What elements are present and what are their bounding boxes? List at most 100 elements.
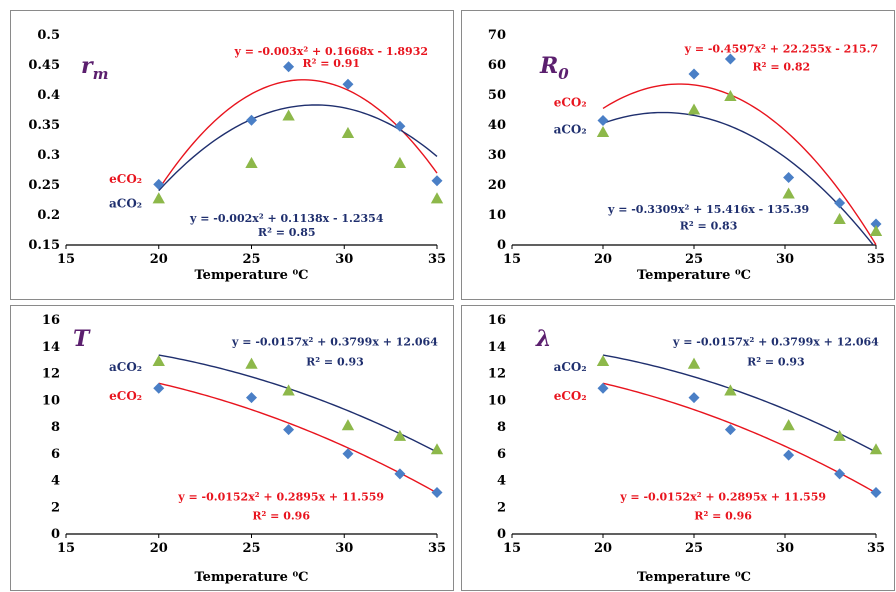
- y-tick-label: 0.45: [28, 58, 60, 73]
- trendline-eco2: [158, 79, 438, 190]
- y-tick-label: 0.5: [37, 28, 60, 43]
- y-tick-label: 4: [497, 474, 506, 489]
- x-tick-label: 20: [594, 541, 612, 556]
- y-tick-label: 60: [488, 58, 506, 73]
- data-point-triangle: [341, 419, 355, 431]
- series-label-aco2: aCO₂: [109, 197, 142, 211]
- x-tick-label: 20: [150, 252, 168, 267]
- x-tick-label: 35: [867, 252, 885, 267]
- series-label-aco2: aCO₂: [109, 360, 142, 374]
- data-point-triangle: [152, 192, 165, 204]
- data-point-triangle: [596, 354, 610, 367]
- y-tick-label: 0: [497, 238, 506, 253]
- chart-svg: 0 10 20 30 40 50 60 70 15 20 25 30 35 Temperature ⁰C R…: [488, 28, 885, 283]
- data-point-triangle: [833, 429, 846, 441]
- series-label-eco2: eCO₂: [109, 172, 142, 186]
- y-tick-label: 0: [497, 527, 506, 542]
- x-tick-label: 30: [335, 252, 353, 267]
- trendline-eco2: [158, 382, 438, 494]
- data-point-diamond: [724, 424, 736, 436]
- data-point-diamond: [597, 115, 609, 126]
- data-point-diamond: [283, 424, 295, 436]
- data-point-diamond: [834, 468, 846, 480]
- data-point-triangle: [245, 156, 258, 168]
- r-squared: R² = 0.83: [680, 220, 738, 233]
- series-label-eco2: eCO₂: [109, 389, 142, 403]
- y-tick-label: 0.2: [37, 208, 60, 223]
- trendline-eco2: [602, 382, 877, 494]
- trendline-aco2: [602, 354, 877, 453]
- r-squared: R² = 0.96: [694, 509, 752, 522]
- y-tick-label: 10: [488, 393, 506, 408]
- chart-panel-rm: 0.15 0.2 0.25 0.3 0.35 0.4 0.45 0.5 15 20 25 30 35 Te…: [10, 10, 454, 300]
- fit-equation: y = -0.0152x² + 0.2895x + 11.559: [619, 491, 826, 504]
- trendline-aco2: [158, 354, 438, 453]
- data-point-triangle: [833, 213, 846, 225]
- data-point-triangle: [282, 384, 295, 396]
- panel-label: R0: [539, 53, 569, 83]
- series-label-eco2: eCO₂: [554, 389, 587, 403]
- y-tick-label: 2: [51, 500, 60, 515]
- data-point-diamond: [431, 175, 443, 187]
- data-point-triangle: [687, 357, 701, 369]
- y-tick-label: 10: [42, 393, 60, 408]
- data-point-triangle: [430, 192, 444, 204]
- x-tick-label: 15: [503, 541, 521, 556]
- data-point-diamond: [688, 392, 700, 404]
- data-point-diamond: [246, 392, 257, 404]
- data-point-diamond: [688, 68, 700, 80]
- fit-equation: y = -0.0157x² + 0.3799x + 12.064: [672, 335, 879, 348]
- y-tick-label: 14: [42, 340, 60, 355]
- data-point-diamond: [834, 197, 846, 209]
- y-tick-label: 10: [488, 208, 506, 223]
- fit-equation: y = -0.3309x² + 15.416x - 135.39: [607, 203, 809, 216]
- x-tick-label: 25: [242, 541, 260, 556]
- data-point-diamond: [783, 449, 795, 461]
- y-tick-label: 0.25: [28, 178, 60, 193]
- r-squared: R² = 0.93: [306, 355, 364, 368]
- data-point-diamond: [431, 487, 443, 499]
- data-point-diamond: [783, 172, 795, 183]
- panel-label: λ: [535, 326, 551, 352]
- data-point-triangle: [782, 187, 795, 199]
- fit-equation: y = -0.003x² + 0.1668x - 1.8932: [234, 45, 429, 58]
- data-point-triangle: [152, 354, 165, 367]
- y-tick-label: 16: [488, 313, 506, 328]
- y-tick-label: 40: [488, 118, 506, 133]
- data-point-diamond: [394, 468, 406, 480]
- x-tick-label: 30: [335, 541, 353, 556]
- y-tick-label: 8: [51, 420, 60, 435]
- y-tick-label: 2: [497, 500, 506, 515]
- x-axis-label: Temperature ⁰C: [637, 570, 751, 585]
- chart-svg: 0 2 4 6 8 10 12 14 16 15 20 25 30 35 Temperature ⁰C TaC…: [42, 313, 446, 585]
- panel-label: T: [73, 326, 91, 352]
- y-tick-label: 6: [497, 447, 506, 462]
- r-squared: R² = 0.85: [258, 226, 316, 239]
- trendline-aco2: [158, 104, 438, 192]
- x-tick-label: 20: [594, 252, 612, 267]
- x-tick-label: 35: [428, 541, 446, 556]
- fit-equation: y = -0.002x² + 0.1138x - 1.2354: [189, 212, 384, 225]
- chart-panel-lambda: 0 2 4 6 8 10 12 14 16 15 20 25 30 35 Temperature ⁰C λ aC…: [461, 305, 895, 591]
- x-axis-label: Temperature ⁰C: [195, 570, 309, 585]
- data-point-triangle: [393, 156, 407, 168]
- x-tick-label: 30: [776, 541, 794, 556]
- chart-svg: 0.15 0.2 0.25 0.3 0.35 0.4 0.45 0.5 15 20 25 30 35 Te…: [28, 28, 446, 283]
- x-tick-label: 35: [867, 541, 885, 556]
- data-point-triangle: [393, 429, 407, 441]
- data-point-diamond: [597, 382, 609, 394]
- series-label-eco2: eCO₂: [554, 96, 587, 110]
- x-tick-label: 25: [685, 541, 703, 556]
- y-tick-label: 16: [42, 313, 60, 328]
- y-tick-label: 0.3: [37, 148, 60, 163]
- data-point-diamond: [870, 218, 882, 230]
- x-tick-label: 35: [428, 252, 446, 267]
- data-point-diamond: [724, 53, 736, 65]
- r-squared: R² = 0.96: [252, 509, 310, 522]
- chart-svg: 0 2 4 6 8 10 12 14 16 15 20 25 30 35 Temperature ⁰C λaC…: [488, 313, 885, 585]
- chart-panel-r0: 0 10 20 30 40 50 60 70 15 20 25 30 35 Temperature ⁰C R…: [461, 10, 895, 300]
- trendline-aco2: [602, 111, 875, 245]
- data-point-diamond: [394, 120, 406, 132]
- data-point-triangle: [687, 103, 701, 115]
- r-squared: R² = 0.93: [747, 355, 805, 368]
